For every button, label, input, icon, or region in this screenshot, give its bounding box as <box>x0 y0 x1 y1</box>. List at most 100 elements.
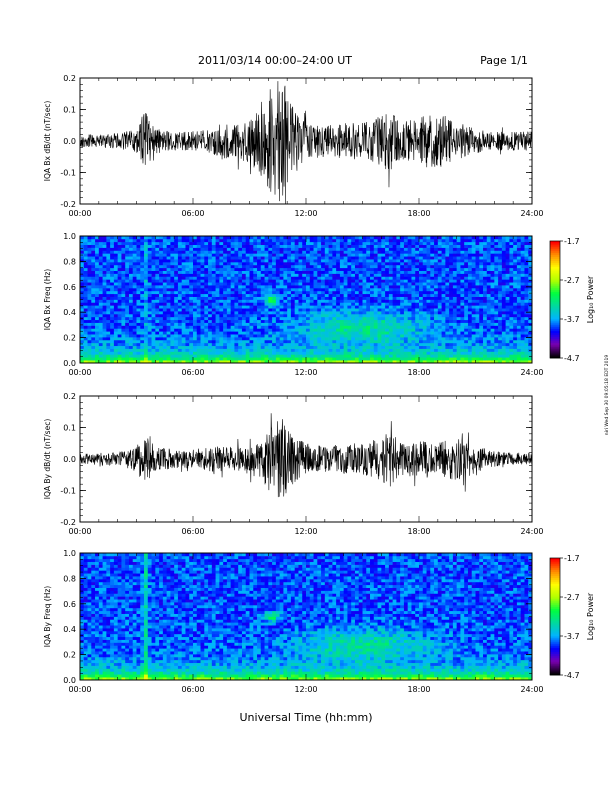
spectrogram-cell <box>321 288 325 291</box>
spectrogram-cell <box>483 308 487 311</box>
spectrogram-cell <box>291 305 295 308</box>
spectrogram-cell <box>479 250 483 253</box>
spectrogram-cell <box>295 265 299 268</box>
spectrogram-cell <box>88 305 92 308</box>
spectrogram-cell <box>280 320 284 323</box>
spectrogram-cell <box>223 239 227 242</box>
spectrogram-cell <box>242 308 246 311</box>
spectrogram-cell <box>302 276 306 279</box>
spectrogram-cell <box>460 262 464 265</box>
spectrogram-cell <box>344 305 348 308</box>
spectrogram-cell <box>423 274 427 277</box>
spectrogram-cell <box>88 268 92 271</box>
spectrogram-cell <box>332 271 336 274</box>
spectrogram-cell <box>460 325 464 328</box>
spectrogram-cell <box>457 325 461 328</box>
spectrogram-cell <box>298 276 302 279</box>
spectrogram-cell <box>118 357 122 360</box>
spectrogram-cell <box>472 276 476 279</box>
spectrogram-cell <box>415 245 419 248</box>
spectrogram-cell <box>140 337 144 340</box>
spectrogram-cell <box>427 351 431 354</box>
spectrogram-cell <box>265 354 269 357</box>
spectrogram-cell <box>317 271 321 274</box>
spectrogram-cell <box>423 334 427 337</box>
spectrogram-cell <box>201 311 205 314</box>
spectrogram-cell <box>317 300 321 303</box>
spectrogram-cell <box>133 282 137 285</box>
spectrogram-cell <box>261 300 265 303</box>
spectrogram-cell <box>242 291 246 294</box>
spectrogram-cell <box>193 288 197 291</box>
spectrogram-cell <box>479 245 483 248</box>
spectrogram-cell <box>487 325 491 328</box>
spectrogram-cell <box>265 357 269 360</box>
spectrogram-cell <box>381 253 385 256</box>
spectrogram-cell <box>310 349 314 352</box>
spectrogram-cell <box>88 265 92 268</box>
spectrogram-cell <box>204 291 208 294</box>
spectrogram-cell <box>370 259 374 262</box>
spectrogram-cell <box>374 320 378 323</box>
spectrogram-cell <box>216 349 220 352</box>
spectrogram-cell <box>438 334 442 337</box>
spectrogram-cell <box>457 317 461 320</box>
spectrogram-cell <box>185 239 189 242</box>
spectrogram-cell <box>314 328 318 331</box>
spectrogram-cell <box>167 325 171 328</box>
spectrogram-cell <box>408 285 412 288</box>
spectrogram-cell <box>174 331 178 334</box>
spectrogram-cell <box>291 271 295 274</box>
spectrogram-cell <box>355 331 359 334</box>
spectrogram-cell <box>298 351 302 354</box>
spectrogram-cell <box>438 300 442 303</box>
spectrogram-cell <box>216 256 220 259</box>
spectrogram-cell <box>91 343 95 346</box>
spectrogram-cell <box>325 279 329 282</box>
spectrogram-cell <box>174 320 178 323</box>
spectrogram-cell <box>434 291 438 294</box>
spectrogram-cell <box>208 276 212 279</box>
spectrogram-cell <box>396 308 400 311</box>
spectrogram-cell <box>302 349 306 352</box>
spectrogram-cell <box>302 323 306 326</box>
spectrogram-cell <box>178 282 182 285</box>
spectrogram-cell <box>460 265 464 268</box>
spectrogram-cell <box>325 288 329 291</box>
spectrogram-cell <box>419 268 423 271</box>
spectrogram-cell <box>287 288 291 291</box>
spectrogram-cell <box>423 308 427 311</box>
spectrogram-cell <box>430 282 434 285</box>
spectrogram-cell <box>494 320 498 323</box>
spectrogram-cell <box>449 262 453 265</box>
spectrogram-cell <box>287 294 291 297</box>
spectrogram-cell <box>336 268 340 271</box>
spectrogram-cell <box>483 325 487 328</box>
spectrogram-cell <box>381 357 385 360</box>
spectrogram-cell <box>419 279 423 282</box>
spectrogram-cell <box>144 279 148 282</box>
spectrogram-cell <box>95 285 99 288</box>
spectrogram-cell <box>427 274 431 277</box>
spectrogram-cell <box>483 354 487 357</box>
spectrogram-cell <box>310 323 314 326</box>
spectrogram-cell <box>363 337 367 340</box>
spectrogram-cell <box>370 242 374 245</box>
spectrogram-cell <box>336 259 340 262</box>
spectrogram-cell <box>415 343 419 346</box>
spectrogram-cell <box>427 297 431 300</box>
spectrogram-cell <box>317 253 321 256</box>
spectrogram-cell <box>201 239 205 242</box>
spectrogram-cell <box>434 325 438 328</box>
spectrogram-cell <box>442 320 446 323</box>
spectrogram-cell <box>468 346 472 349</box>
spectrogram-cell <box>129 314 133 317</box>
spectrogram-cell <box>91 253 95 256</box>
spectrogram-cell <box>280 308 284 311</box>
spectrogram-cell <box>193 285 197 288</box>
spectrogram-cell <box>445 317 449 320</box>
spectrogram-cell <box>291 331 295 334</box>
spectrogram-cell <box>464 271 468 274</box>
spectrogram-cell <box>193 268 197 271</box>
spectrogram-cell <box>385 250 389 253</box>
